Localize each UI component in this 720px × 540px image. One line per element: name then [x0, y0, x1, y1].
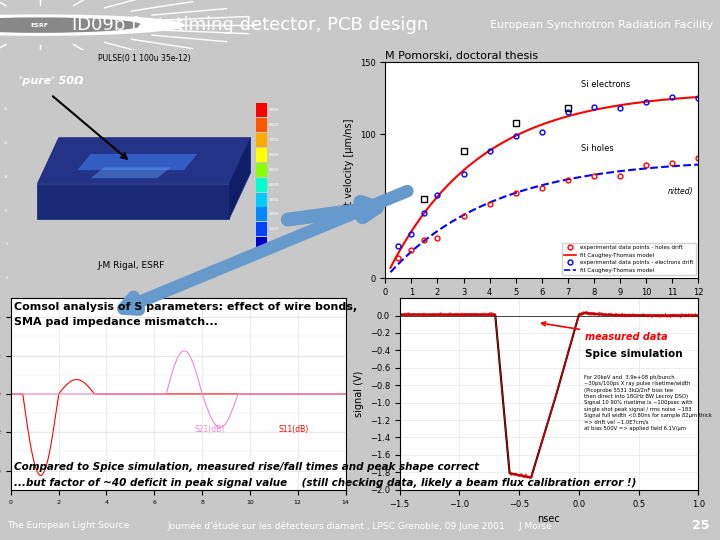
Bar — [256, 118, 266, 132]
Text: 10: 10 — [4, 208, 8, 213]
Bar — [256, 222, 266, 237]
Bar — [256, 133, 266, 147]
Text: 25: 25 — [4, 107, 8, 111]
Bar — [256, 104, 266, 118]
Y-axis label: drift velocity [μm/ns]: drift velocity [μm/ns] — [344, 119, 354, 221]
Text: 1000: 1000 — [269, 227, 279, 231]
Text: 6000: 6000 — [269, 153, 279, 157]
Text: measured data: measured data — [541, 322, 667, 342]
Text: S21(dB): S21(dB) — [195, 426, 225, 434]
Text: PULSE(0 1 100u 35e-12): PULSE(0 1 100u 35e-12) — [98, 55, 190, 63]
Text: European Synchrotron Radiation Facility: European Synchrotron Radiation Facility — [490, 20, 713, 30]
Text: 15: 15 — [4, 175, 8, 179]
Text: For 20keV and  3.9e+08 ph/bunch
~30ps/100ps X ray pulse risetime/width
(Picoprob: For 20keV and 3.9e+08 ph/bunch ~30ps/100… — [584, 375, 711, 431]
Text: Compared to Spice simulation, measured rise/fall times and peak shape correct: Compared to Spice simulation, measured r… — [14, 462, 479, 472]
Bar — [256, 237, 266, 251]
Text: Si holes: Si holes — [581, 144, 613, 153]
Text: ESRF: ESRF — [30, 23, 49, 28]
Text: 7000: 7000 — [269, 138, 279, 142]
Text: S11(dB): S11(dB) — [279, 426, 309, 434]
Y-axis label: signal (V): signal (V) — [354, 371, 364, 417]
Text: ID09b fast  timing detector, PCB design: ID09b fast timing detector, PCB design — [72, 16, 428, 34]
Legend: experimental data points - holes drift, fit Caughey-Thomas model, experimental d: experimental data points - holes drift, … — [562, 242, 696, 275]
Text: The European Light Source: The European Light Source — [7, 522, 130, 530]
Text: Comsol analysis of S parameters: effect of wire bonds,
SMA pad impedance mismatc: Comsol analysis of S parameters: effect … — [14, 302, 357, 327]
Bar — [256, 163, 266, 177]
Text: nitted): nitted) — [667, 187, 693, 196]
Circle shape — [0, 18, 140, 32]
Text: 'pure' 50Ω: 'pure' 50Ω — [19, 76, 84, 86]
Polygon shape — [91, 167, 171, 178]
Text: Si electrons: Si electrons — [581, 79, 630, 89]
Text: 8000: 8000 — [269, 123, 279, 127]
Text: 20: 20 — [4, 141, 8, 145]
Text: Spice simulation: Spice simulation — [585, 349, 683, 359]
Bar — [256, 207, 266, 221]
Text: J-M Rigal, ESRF: J-M Rigal, ESRF — [97, 261, 164, 270]
Text: 4000: 4000 — [269, 183, 279, 187]
Polygon shape — [37, 184, 229, 219]
Bar — [256, 148, 266, 162]
Polygon shape — [37, 138, 251, 184]
Text: 25: 25 — [692, 519, 709, 532]
Polygon shape — [78, 154, 197, 170]
Text: 3000: 3000 — [269, 198, 279, 201]
Circle shape — [0, 15, 184, 35]
Text: 5000: 5000 — [269, 168, 279, 172]
Text: 2000: 2000 — [269, 212, 279, 217]
Polygon shape — [229, 138, 251, 219]
Bar — [256, 178, 266, 192]
Text: M Pomorski, doctoral thesis: M Pomorski, doctoral thesis — [385, 51, 539, 62]
Text: Journée d'étude sur les détecteurs diamant , LPSC Grenoble, 09 June 2001     J M: Journée d'étude sur les détecteurs diama… — [168, 521, 552, 531]
X-axis label: E <100> [V/μm]: E <100> [V/μm] — [502, 302, 582, 312]
Text: 0: 0 — [6, 276, 8, 280]
Bar — [256, 192, 266, 206]
Text: ...but factor of ~40 deficit in peak signal value    (still checking data, likel: ...but factor of ~40 deficit in peak sig… — [14, 478, 636, 488]
X-axis label: nsec: nsec — [538, 514, 560, 524]
Text: 5: 5 — [6, 242, 8, 246]
Text: 9000: 9000 — [269, 109, 279, 112]
